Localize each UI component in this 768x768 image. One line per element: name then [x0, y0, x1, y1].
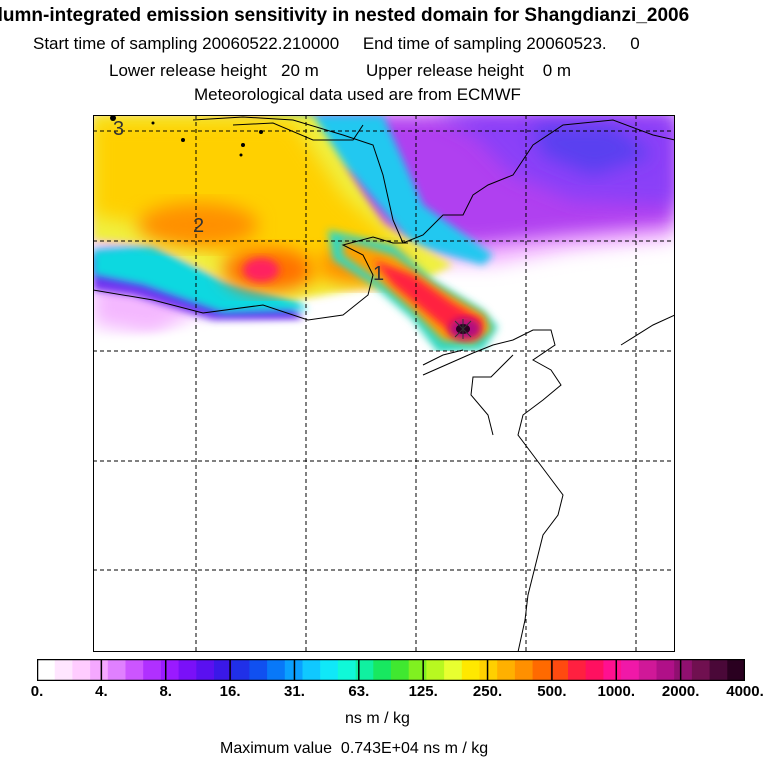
colorbar-tick-label: 1000. [597, 683, 636, 700]
colorbar-cell [54, 659, 73, 681]
colorbar-cell [656, 659, 675, 681]
colorbar-cell [107, 659, 127, 681]
colorbar-cell [514, 659, 534, 681]
colorbar-cell [709, 659, 728, 681]
colorbar-cell [444, 659, 463, 681]
colorbar-cell [691, 659, 711, 681]
maximum-value: Maximum value 0.743E+04 ns m / kg [220, 740, 489, 757]
release-heights: Lower release height 20 m Upper release … [109, 61, 572, 80]
colorbar-cell [320, 659, 339, 681]
colorbar-cell [214, 659, 233, 681]
colorbar-tick-label: 250. [472, 683, 503, 700]
contour-label-2: 2 [193, 215, 204, 237]
colorbar-cell [373, 659, 392, 681]
contour-label-1: 1 [373, 263, 384, 285]
colorbar-cell [603, 659, 622, 681]
colorbar-cell [302, 659, 321, 681]
colorbar-cell [426, 659, 445, 681]
receptor-site-marker [454, 319, 472, 339]
colorbar-cell [550, 659, 569, 681]
map-frame [93, 115, 675, 652]
colorbar-cell [408, 659, 427, 681]
islands [110, 115, 263, 157]
colorbar-cell [125, 659, 144, 681]
colorbar-tick-label: 4. [95, 683, 108, 700]
colorbar-cell [231, 659, 250, 681]
colorbar-tick-label: 31. [284, 683, 305, 700]
colorbar-cell [674, 659, 693, 681]
colorbar-cell [143, 659, 162, 681]
colorbar-cell [72, 659, 91, 681]
colorbar-cell [497, 659, 516, 681]
sampling-times: Start time of sampling 20060522.210000 E… [33, 34, 640, 53]
colorbar-tick-label: 4000. [726, 683, 764, 700]
colorbar-cell [160, 659, 180, 681]
colorbar-cell [621, 659, 640, 681]
colorbar-tick-label: 125. [408, 683, 438, 700]
colorbar-cell [479, 659, 498, 681]
colorbar [37, 659, 745, 681]
colorbar-cell [337, 659, 357, 681]
colorbar-cell [532, 659, 551, 681]
colorbar-cell [461, 659, 481, 681]
colorbar-cell [568, 659, 587, 681]
colorbar-cell [196, 659, 215, 681]
contour-label-3: 3 [113, 118, 124, 140]
met-data-source: Meteorological data used are from ECMWF [194, 85, 521, 104]
sensitivity-field [93, 115, 675, 652]
colorbar-cell [267, 659, 286, 681]
colorbar-cell [249, 659, 268, 681]
colorbar-cell [585, 659, 604, 681]
colorbar-cell [178, 659, 197, 681]
colorbar-cell [638, 659, 658, 681]
colorbar-tick-label: 63. [348, 683, 370, 700]
colorbar-tick-label: 2000. [661, 683, 700, 700]
sensitivity-map: 1 2 3 [93, 115, 675, 652]
colorbar-units: ns m / kg [345, 710, 410, 727]
colorbar-cell [355, 659, 374, 681]
lat-lon-grid [93, 115, 675, 652]
colorbar-tick-label: 16. [219, 683, 241, 700]
coastlines [93, 116, 675, 652]
colorbar-tick-label: 500. [537, 683, 567, 700]
colorbar-cell [727, 659, 745, 681]
colorbar-cell [90, 659, 109, 681]
plot-title: olumn-integrated emission sensitivity in… [0, 5, 690, 26]
colorbar-cell [37, 659, 56, 681]
colorbar-tick-label: 0. [30, 683, 44, 700]
colorbar-tick-label: 8. [159, 683, 172, 700]
colorbar-cell [391, 659, 410, 681]
